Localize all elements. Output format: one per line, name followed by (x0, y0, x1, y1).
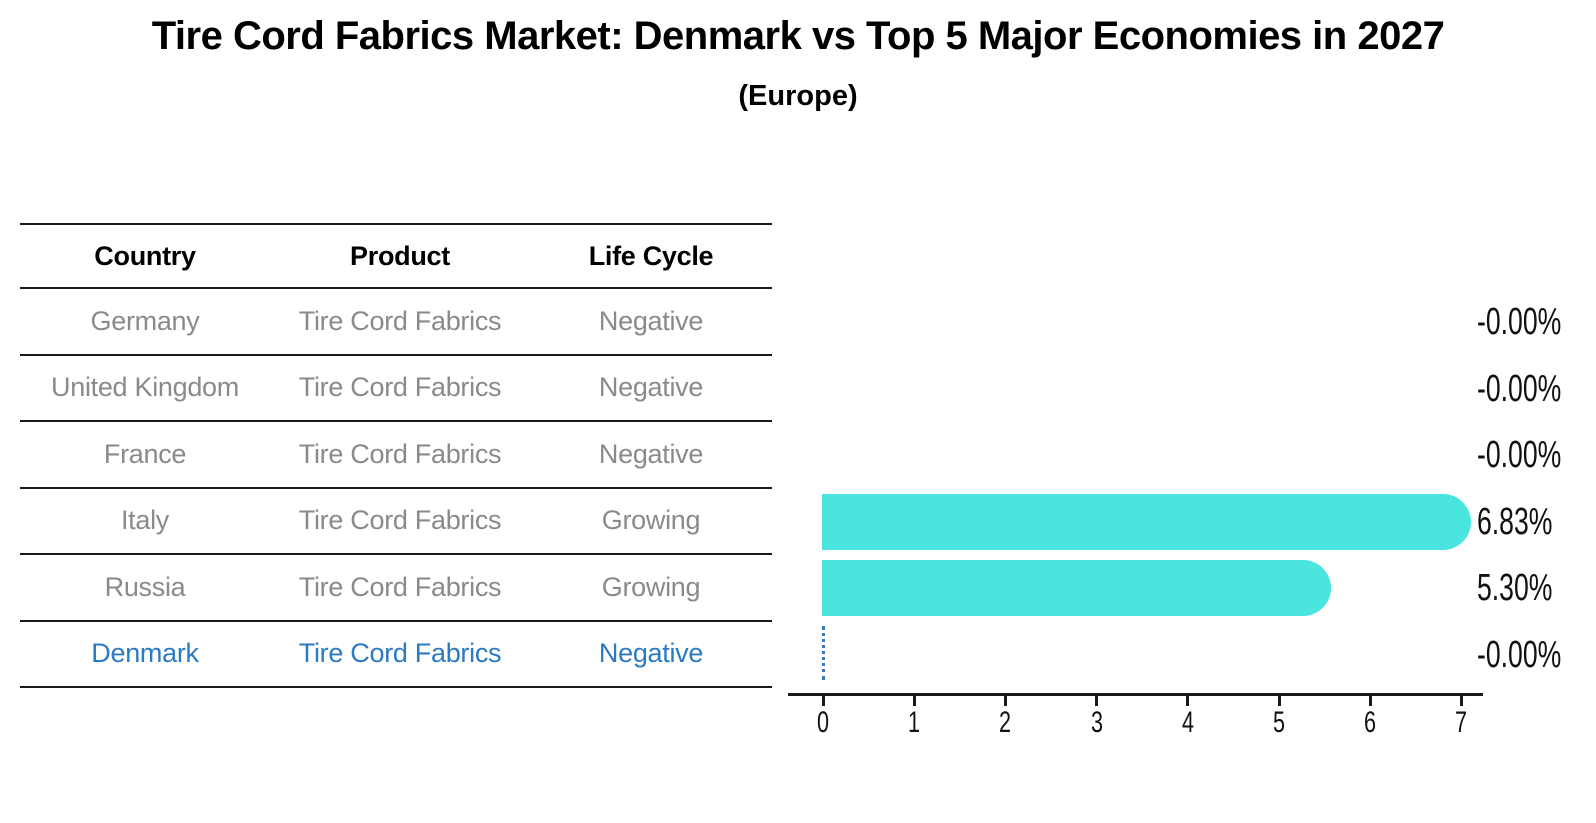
x-axis-tick (1186, 696, 1190, 706)
value-label-russia: 5.30% (1477, 567, 1553, 610)
lifecycle-cell: Growing (601, 571, 701, 602)
lifecycle-cell: Negative (598, 372, 704, 403)
table-row: France Tire Cord Fabrics Negative (20, 422, 772, 489)
product-cell: Tire Cord Fabrics (298, 305, 502, 336)
x-axis-tick-label: 2 (999, 706, 1012, 739)
country-cell: France (103, 438, 187, 469)
x-axis-tick-label: 6 (1364, 706, 1377, 739)
country-cell: Denmark (91, 638, 199, 669)
product-cell: Tire Cord Fabrics (298, 638, 502, 669)
country-cell: United Kingdom (51, 372, 239, 403)
x-axis-tick (1003, 696, 1007, 706)
product-cell: Tire Cord Fabrics (298, 438, 502, 469)
value-label-italy: 6.83% (1477, 500, 1553, 543)
lifecycle-cell: Negative (598, 305, 704, 336)
x-axis-tick (1277, 696, 1281, 706)
x-axis-tick (1459, 696, 1463, 706)
x-axis-line (788, 693, 1483, 696)
x-axis-tick-label: 1 (908, 706, 921, 739)
table-row: Denmark Tire Cord Fabrics Negative (20, 622, 772, 688)
x-axis-tick (1368, 696, 1372, 706)
x-axis-tick-label: 7 (1455, 706, 1468, 739)
table-row: Russia Tire Cord Fabrics Growing (20, 555, 772, 622)
table-header-row: Country Product Life Cycle (20, 223, 772, 289)
country-table: Country Product Life Cycle Germany Tire C… (20, 223, 772, 688)
page-title: Tire Cord Fabrics Market: Denmark vs Top… (151, 14, 1445, 58)
table-body: Germany Tire Cord Fabrics Negative United K… (20, 289, 772, 688)
x-axis-tick (1095, 696, 1099, 706)
lifecycle-cell: Negative (598, 438, 704, 469)
x-axis-tick-label: 3 (1090, 706, 1103, 739)
country-cell: Italy (120, 505, 170, 536)
x-axis-tick-label: 0 (816, 706, 830, 739)
lifecycle-cell: Negative (598, 638, 704, 669)
table-row: United Kingdom Tire Cord Fabrics Negative (20, 356, 772, 422)
column-header-country: Country (94, 240, 196, 271)
table-row: Germany Tire Cord Fabrics Negative (20, 289, 772, 356)
lifecycle-cell: Growing (601, 505, 701, 536)
value-bar-russia (822, 560, 1332, 617)
product-cell: Tire Cord Fabrics (298, 372, 502, 403)
column-header-product: Product (350, 240, 450, 271)
column-header-lifecycle: Life Cycle (588, 240, 714, 271)
country-cell: Germany (90, 305, 200, 336)
product-cell: Tire Cord Fabrics (298, 505, 502, 536)
x-axis-tick (912, 696, 916, 706)
table-row: Italy Tire Cord Fabrics Growing (20, 489, 772, 555)
x-axis-tick (821, 696, 825, 706)
value-label-denmark: -0.00% (1477, 633, 1562, 676)
value-label-united-kingdom: -0.00% (1477, 367, 1562, 410)
x-axis-tick-label: 5 (1272, 706, 1286, 739)
page-subtitle: (Europe) (738, 80, 858, 112)
value-label-france: -0.00% (1477, 434, 1562, 477)
zero-marker-dotted-line (821, 625, 825, 680)
value-bar-italy (822, 493, 1471, 550)
product-cell: Tire Cord Fabrics (298, 571, 502, 602)
x-axis-tick-label: 4 (1181, 706, 1194, 739)
country-cell: Russia (104, 571, 186, 602)
value-label-germany: -0.00% (1477, 301, 1562, 344)
